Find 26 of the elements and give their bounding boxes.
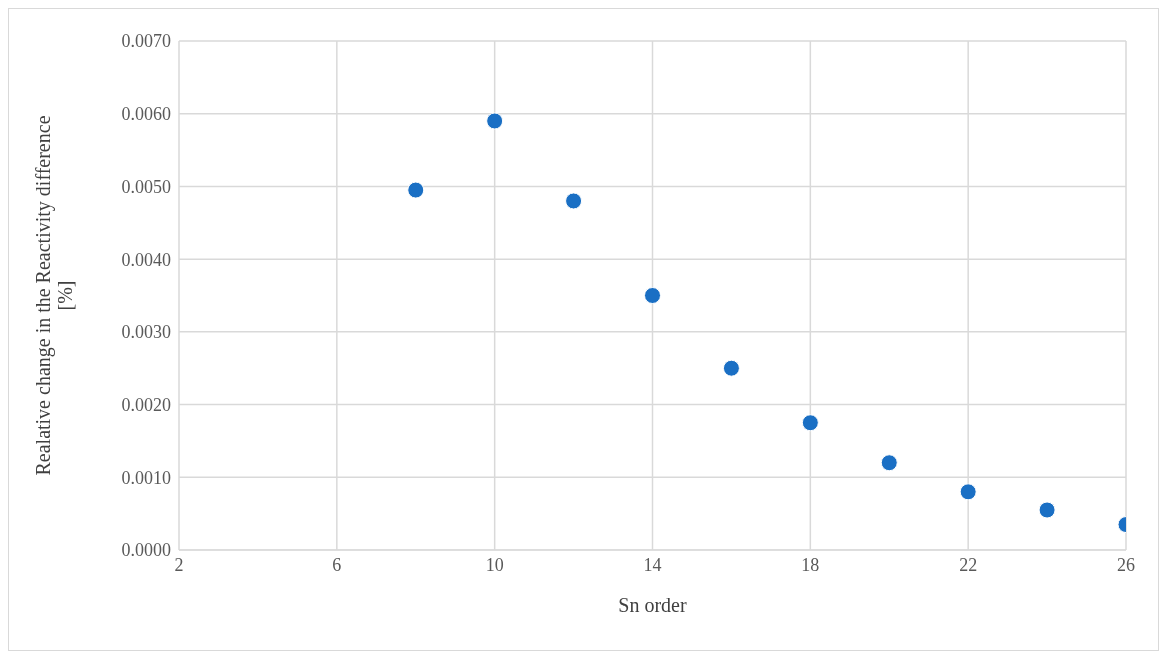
x-tick-label: 22 [959, 554, 978, 575]
point [644, 287, 661, 304]
point [1038, 501, 1056, 519]
point [959, 483, 977, 501]
y-tick-label: 0.0000 [121, 540, 171, 561]
x-tick-label: 26 [1117, 554, 1135, 575]
y-axis-title: Realative change in the Reactivity difference [%] [32, 115, 76, 476]
x-tick-label: 2 [174, 554, 184, 575]
y-tick-label: 0.0050 [121, 176, 171, 197]
x-tick-label: 10 [485, 554, 504, 575]
x-tick-label: 18 [801, 554, 820, 575]
y-tick-label: 0.0010 [121, 467, 171, 488]
x-tick-label: 6 [332, 554, 342, 575]
point [801, 414, 819, 432]
x-tick-label: 14 [643, 554, 662, 575]
point [722, 359, 740, 377]
x-axis-title: Sn order [618, 594, 687, 616]
y-tick-label: 0.0030 [121, 322, 171, 343]
y-tick-label: 0.0070 [121, 31, 171, 52]
point [486, 112, 504, 130]
y-tick-label: 0.0040 [121, 249, 171, 270]
point [407, 181, 425, 199]
point [565, 192, 583, 210]
point [880, 454, 898, 472]
y-tick-label: 0.0020 [121, 394, 171, 415]
y-tick-label: 0.0060 [121, 104, 171, 125]
